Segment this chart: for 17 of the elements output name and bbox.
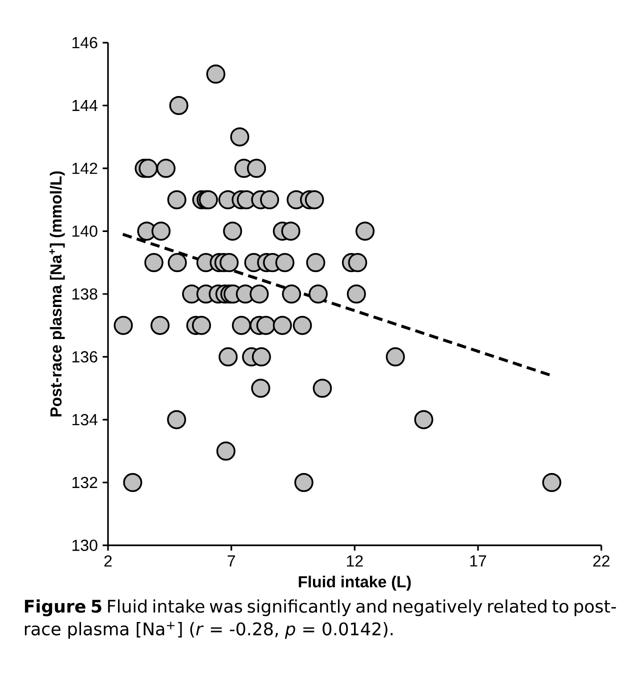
text: Figure 5 Fluid intake was significantly and negatively related to post-race plasma [Na$^{+}$] (r = -0.28, p = 0.0142). [24, 599, 616, 639]
x-tick-label: 17 [470, 555, 486, 566]
y-tick-label: 140 [72, 226, 98, 237]
y-axis-title: Post-race plasma [Na$^{+}$] (mmol/L) [49, 171, 65, 416]
y-tick-label: 142 [72, 162, 98, 174]
x-tick-label: 7 [228, 555, 235, 566]
x-tick-label: 12 [346, 555, 363, 567]
x-tick-label: 22 [593, 555, 610, 567]
y-tick-label: 146 [72, 37, 98, 48]
y-tick-label: 130 [72, 540, 98, 551]
y-tick-label: 144 [72, 100, 98, 111]
y-tick-label: 138 [72, 288, 98, 300]
y-tick-label: 134 [72, 414, 98, 426]
x-tick-label: 2 [104, 555, 112, 567]
y-tick-label: 132 [72, 476, 98, 488]
x-axis-title: Fluid intake (L) [298, 576, 411, 591]
y-tick-label: 136 [72, 351, 98, 362]
